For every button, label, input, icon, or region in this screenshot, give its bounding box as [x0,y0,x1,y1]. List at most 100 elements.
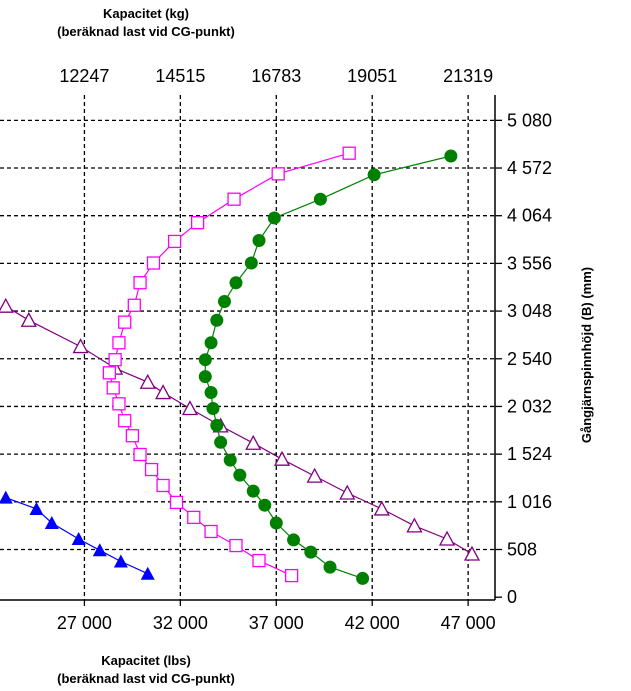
gridlines [0,95,495,600]
y-tick-label: 2 540 [507,349,552,369]
x-top-tick-label: 16783 [251,66,301,86]
top-axis-title-line-1: Kapacitet (kg) [103,6,189,21]
data-point-square [229,538,243,553]
x-top-tick-label: 19051 [347,66,397,86]
data-point-square [108,353,122,367]
bottom-axis-title-line-2: (beräknad last vid CG-punkt) [57,671,235,686]
x-bottom-tick-label: 47 000 [441,613,496,633]
series-square-open [102,146,356,583]
bottom-axis-title-line-1: Kapacitet (lbs) [101,653,191,668]
series-line-square-open [108,152,350,577]
series-circle-filled [198,149,458,585]
data-point-circle [313,192,327,206]
data-point-circle [198,353,212,367]
data-point-square [133,447,147,462]
data-point-square [271,167,285,181]
data-point-triangle-filled [113,554,128,568]
y-tick-label: 1 524 [507,444,552,464]
data-point-triangle [181,400,199,416]
data-point-circle [217,295,231,309]
data-point-square [187,510,201,525]
y-tick-label: 4 064 [507,206,552,226]
data-point-square [127,298,141,312]
data-point-triangle [72,338,89,354]
x-bottom-tick-label: 27 000 [57,613,112,633]
series-line-circle-filled [204,155,452,579]
data-point-triangle [0,297,14,313]
data-point-circle [204,336,218,350]
data-point-square [106,381,120,395]
data-point-triangle-filled [29,501,44,515]
x-bottom-tick-label: 32 000 [153,613,208,633]
data-point-circle [304,545,318,559]
data-point-circle [229,276,243,290]
top-axis-title-line-2: (beräknad last vid CG-punkt) [57,24,235,39]
data-point-triangle [463,545,481,561]
data-point-circle [287,533,301,547]
y-tick-label: 5 080 [507,110,552,130]
series-triangle-filled [0,490,155,580]
data-point-triangle-filled [92,543,107,557]
x-top-tick-label: 21319 [443,66,493,86]
data-point-circle [223,453,237,467]
x-bottom-tick-label: 42 000 [345,613,400,633]
data-point-circle [356,571,370,585]
y-tick-label: 3 556 [507,253,552,273]
top-axis-title: Kapacitet (kg) (beräknad last vid CG-pun… [57,6,235,39]
data-point-triangle [245,434,262,450]
x-top-tick-label: 12247 [59,66,109,86]
data-point-circle [210,313,224,327]
y-tick-label: 1 016 [507,492,552,512]
data-point-circle [244,256,258,270]
data-point-triangle [406,517,423,533]
data-point-square [342,146,356,160]
data-point-circle [233,468,247,482]
data-point-square [284,568,299,583]
y-tick-label: 2 032 [507,396,552,416]
data-point-circle [214,435,228,449]
data-point-square [102,366,117,380]
data-point-square [125,429,140,443]
data-point-square [167,234,182,249]
data-point-triangle [273,450,291,466]
data-point-triangle [373,500,390,516]
data-point-triangle-filled [0,490,13,504]
series-line-triangle-open [5,305,473,555]
data-point-square [133,276,147,290]
x-top-tick-label: 14515 [155,66,205,86]
data-point-square [156,478,170,493]
y-axis-title: Gångjärnspinnhöjd (B) (mm) [579,267,594,443]
data-point-square [169,495,184,510]
data-point-square [146,256,161,270]
data-point-triangle [154,384,172,400]
data-point-triangle [438,530,456,546]
data-point-triangle [306,467,323,483]
data-point-circle [367,168,381,182]
data-point-triangle-filled [44,516,59,530]
data-point-square [204,524,218,539]
data-point-square [112,397,126,411]
data-point-circle [210,418,224,432]
data-point-circle [246,484,260,498]
y-tick-label: 4 572 [507,158,552,178]
data-point-triangle-filled [140,566,155,580]
data-point-circle [267,211,281,225]
data-point-circle [198,370,212,384]
data-point-square [190,216,205,230]
data-point-square [118,315,132,329]
data-point-square [144,462,159,477]
y-tick-label: 0 [507,587,517,607]
series-triangle-open [0,297,481,561]
data-point-triangle-filled [71,531,86,545]
data-point-square [118,414,132,428]
data-point-circle [206,402,220,416]
axes [0,95,502,606]
data-point-circle [444,149,458,163]
data-point-circle [269,516,283,530]
data-point-square [112,336,126,350]
data-point-triangle [20,311,37,327]
series-layer [0,146,481,585]
data-point-circle [204,386,218,400]
data-point-triangle [139,373,156,389]
